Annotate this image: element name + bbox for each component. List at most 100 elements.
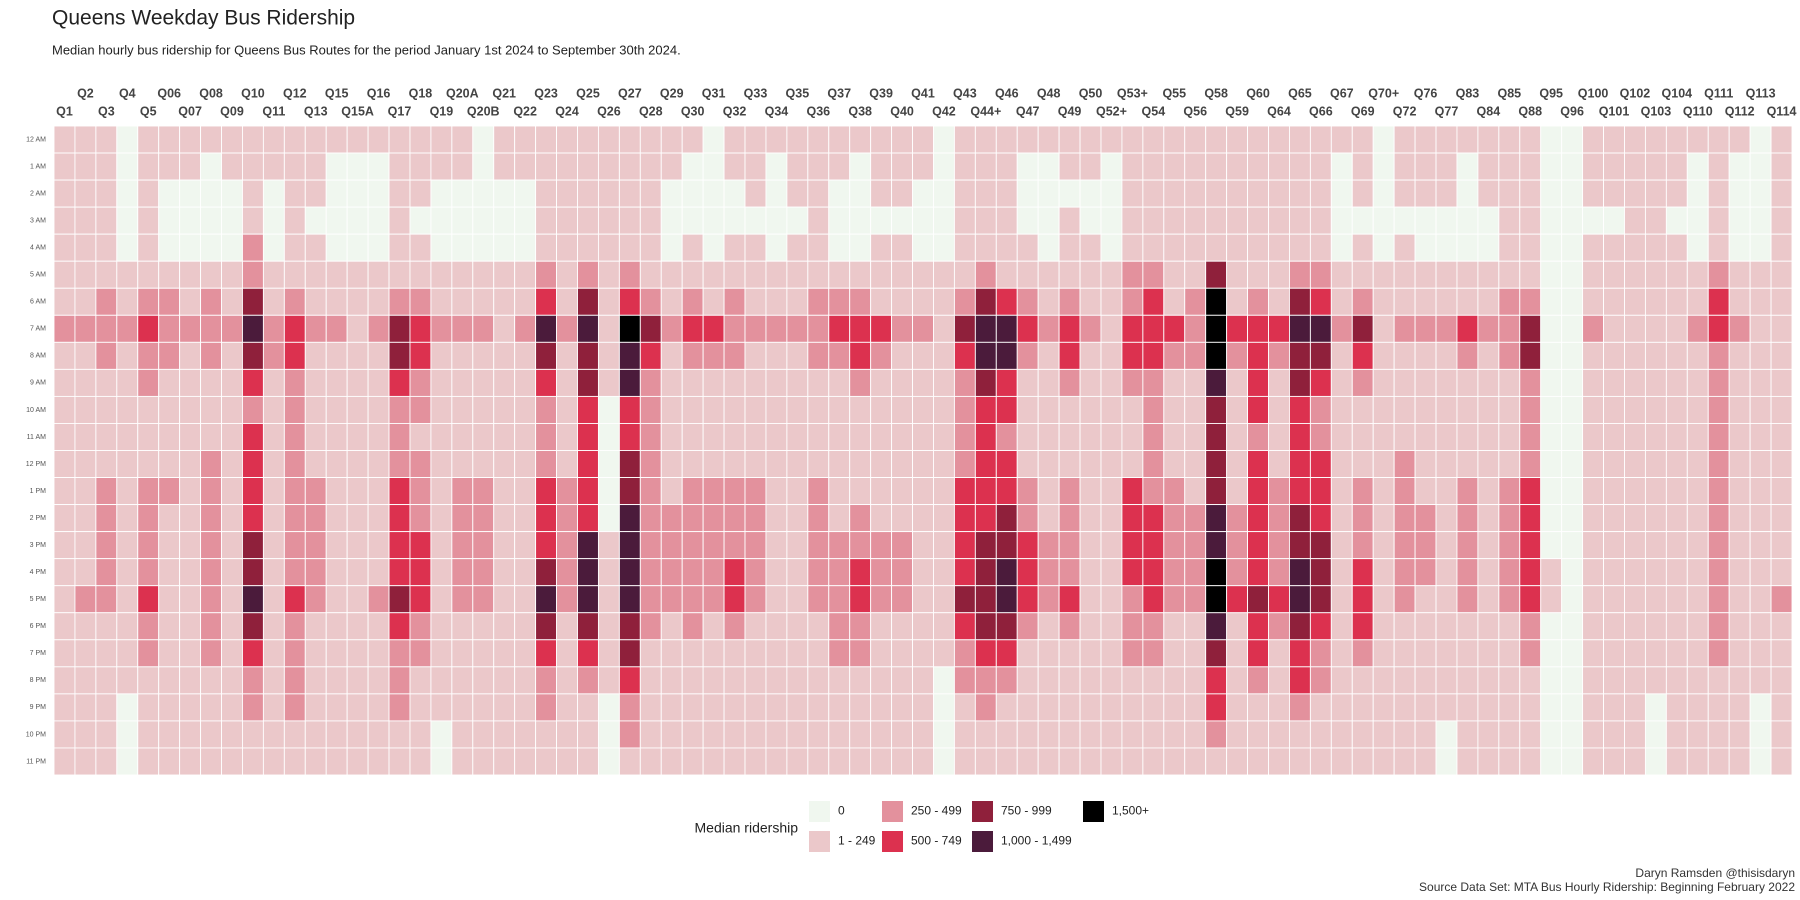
cell	[597, 368, 620, 397]
cell	[1226, 206, 1249, 235]
cell	[849, 693, 872, 722]
cell	[1414, 206, 1437, 235]
cell	[618, 747, 641, 776]
cell	[1037, 125, 1060, 154]
cell	[765, 666, 788, 695]
cell	[346, 206, 369, 235]
cell	[723, 477, 746, 506]
cell	[1372, 395, 1395, 424]
cell	[639, 585, 662, 614]
column-label: Q37	[827, 86, 851, 100]
cell	[283, 260, 306, 289]
cell	[1247, 531, 1269, 560]
cell	[597, 666, 620, 695]
cell	[346, 179, 369, 208]
cell	[891, 693, 913, 722]
cell	[1519, 179, 1542, 208]
cell	[116, 206, 139, 235]
cell	[262, 504, 285, 533]
cell	[1268, 558, 1290, 587]
cell	[493, 423, 516, 451]
cell	[786, 747, 809, 776]
cell	[451, 395, 474, 424]
cell	[1749, 612, 1772, 641]
cell	[974, 585, 997, 614]
cell	[1561, 179, 1584, 208]
cell	[1016, 341, 1039, 370]
cell	[1309, 206, 1332, 235]
cell	[1037, 639, 1060, 668]
cell	[1540, 395, 1563, 424]
cell	[74, 504, 97, 533]
cell	[158, 666, 181, 695]
cell	[828, 558, 851, 587]
cell	[514, 747, 537, 776]
cell	[158, 450, 181, 478]
cell	[95, 341, 118, 370]
cell	[974, 666, 997, 695]
cell	[1498, 341, 1521, 370]
cell	[304, 152, 327, 181]
cell	[346, 314, 369, 343]
cell	[1665, 287, 1688, 316]
cell	[660, 666, 683, 695]
cell	[1205, 287, 1228, 316]
cell	[1351, 585, 1374, 614]
cell	[1121, 206, 1144, 235]
cell	[723, 747, 746, 776]
cell	[1016, 693, 1039, 722]
cell	[137, 747, 160, 776]
cell	[660, 504, 683, 533]
cell	[1372, 450, 1395, 478]
cell	[1330, 423, 1353, 451]
cell	[849, 666, 872, 695]
cell	[639, 206, 662, 235]
cell	[1226, 341, 1249, 370]
cell	[304, 179, 327, 208]
cell	[1309, 477, 1332, 506]
cell	[618, 233, 641, 262]
cell	[1456, 395, 1479, 424]
cell	[1624, 531, 1646, 560]
cell	[912, 720, 934, 749]
cell	[304, 125, 327, 154]
cell	[912, 747, 934, 776]
row-label: 9 PM	[30, 704, 47, 711]
cell	[577, 720, 599, 749]
cell	[786, 423, 809, 451]
cell	[1561, 666, 1584, 695]
cell	[1247, 423, 1269, 451]
cell	[1540, 558, 1563, 587]
cell	[262, 206, 285, 235]
cell	[137, 477, 160, 506]
cell	[870, 125, 893, 154]
cell	[556, 531, 578, 560]
cell	[828, 504, 851, 533]
cell	[1519, 423, 1542, 451]
cell	[1393, 504, 1416, 533]
cell	[681, 531, 704, 560]
cell	[1184, 287, 1207, 316]
cell	[870, 260, 893, 289]
cell	[1582, 504, 1604, 533]
cell	[995, 720, 1018, 749]
cell	[304, 423, 327, 451]
cell	[1247, 260, 1269, 289]
cell	[430, 395, 453, 424]
cell	[1121, 612, 1144, 641]
cell	[1205, 585, 1228, 614]
cell	[1686, 720, 1709, 749]
cell	[1309, 639, 1332, 668]
cell	[95, 531, 118, 560]
cell	[577, 639, 599, 668]
cell	[388, 423, 411, 451]
cell	[95, 747, 118, 776]
cell	[430, 504, 453, 533]
cell	[1351, 125, 1374, 154]
cell	[53, 423, 76, 451]
cell	[1498, 558, 1521, 587]
cell	[1603, 612, 1625, 641]
cell	[1561, 558, 1584, 587]
cell	[283, 314, 306, 343]
cell	[1393, 152, 1416, 181]
